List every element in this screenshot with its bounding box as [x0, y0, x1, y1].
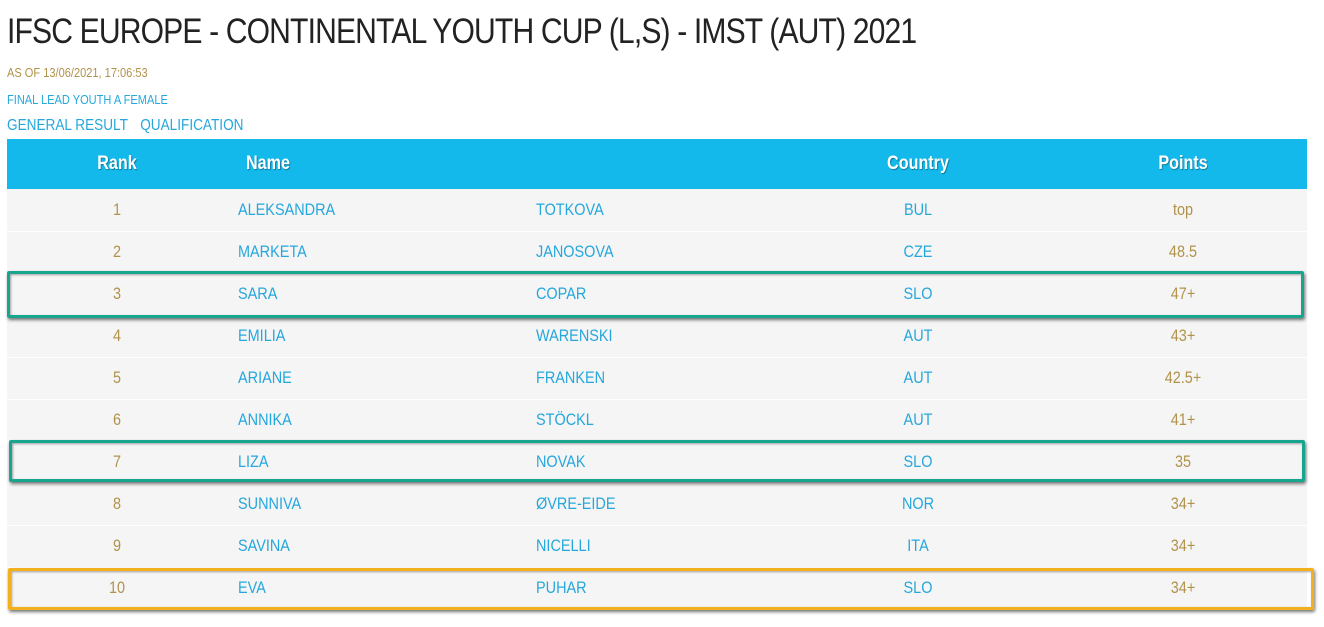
last-name-link[interactable]: PUHAR: [536, 578, 587, 597]
event-category[interactable]: FINAL LEAD YOUTH A FEMALE: [7, 92, 168, 107]
timestamp: AS OF 13/06/2021, 17:06:53: [7, 65, 148, 80]
last-name-link[interactable]: WARENSKI: [536, 326, 613, 345]
last-name-link[interactable]: TOTKOVA: [536, 200, 604, 219]
table-row: 7 LIZA NOVAK SLO 35: [7, 441, 1307, 483]
table-row: 9 SAVINA NICELLI ITA 34+: [7, 525, 1307, 567]
page-title: IFSC EUROPE - CONTINENTAL YOUTH CUP (L,S…: [7, 12, 917, 51]
last-name-link[interactable]: STÖCKL: [536, 410, 594, 429]
table-row: 10 EVA PUHAR SLO 34+: [7, 567, 1307, 609]
last-name-link[interactable]: ØVRE-EIDE: [536, 494, 616, 513]
last-name-link[interactable]: JANOSOVA: [536, 242, 614, 261]
first-name-link[interactable]: SARA: [238, 284, 278, 303]
first-name-link[interactable]: ANNIKA: [238, 410, 292, 429]
table-row: 3 SARA COPAR SLO 47+: [7, 273, 1307, 315]
last-name-link[interactable]: COPAR: [536, 284, 587, 303]
table-header: Rank Name Country Points: [7, 139, 1307, 189]
first-name-link[interactable]: MARKETA: [238, 242, 307, 261]
table-row: 6 ANNIKA STÖCKL AUT 41+: [7, 399, 1307, 441]
last-name-link[interactable]: NICELLI: [536, 536, 591, 555]
first-name-link[interactable]: LIZA: [238, 452, 269, 471]
column-header-name[interactable]: Name: [246, 153, 290, 174]
last-name-link[interactable]: FRANKEN: [536, 368, 606, 387]
results-table: Rank Name Country Points 1 ALEKSANDRA TO…: [7, 139, 1307, 609]
first-name-link[interactable]: SUNNIVA: [238, 494, 302, 513]
table-row: 5 ARIANE FRANKEN AUT 42.5+: [7, 357, 1307, 399]
first-name-link[interactable]: SAVINA: [238, 536, 290, 555]
nav-general-result[interactable]: GENERAL RESULT: [7, 117, 128, 134]
table-row: 2 MARKETA JANOSOVA CZE 48.5: [7, 231, 1307, 273]
first-name-link[interactable]: ALEKSANDRA: [238, 200, 336, 219]
nav-qualification[interactable]: QUALIFICATION: [140, 117, 244, 134]
first-name-link[interactable]: ARIANE: [238, 368, 292, 387]
first-name-link[interactable]: EMILIA: [238, 326, 286, 345]
last-name-link[interactable]: NOVAK: [536, 452, 586, 471]
table-row: 8 SUNNIVA ØVRE-EIDE NOR 34+: [7, 483, 1307, 525]
table-row: 1 ALEKSANDRA TOTKOVA BUL top: [7, 189, 1307, 231]
result-nav: GENERAL RESULT QUALIFICATION: [7, 117, 252, 135]
table-row: 4 EMILIA WARENSKI AUT 43+: [7, 315, 1307, 357]
first-name-link[interactable]: EVA: [238, 578, 266, 597]
